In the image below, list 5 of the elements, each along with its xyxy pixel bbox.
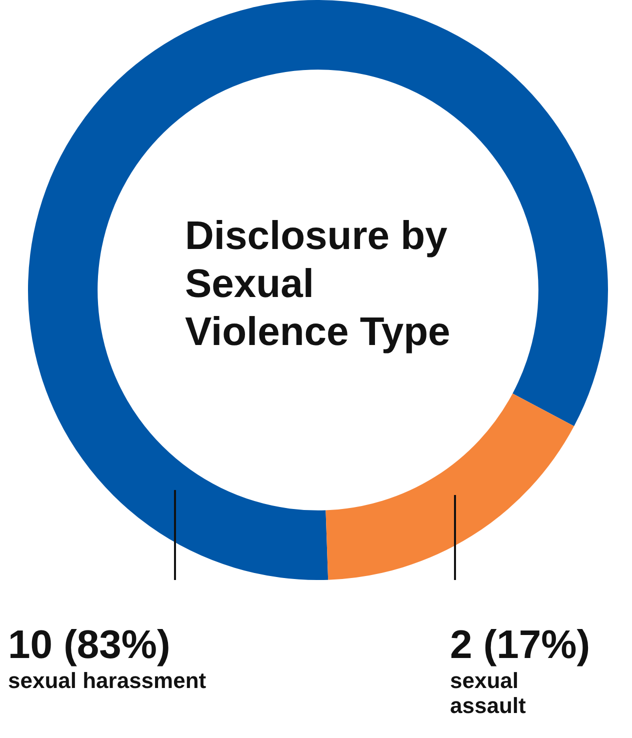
data-label: 2 (17%) xyxy=(450,623,590,667)
slice-label: sexual harassment xyxy=(8,668,208,693)
data-label: 10 (83%) xyxy=(8,623,170,667)
text: Disclosure by Sexual Violence Type xyxy=(185,213,452,356)
slice-label: sexual assault xyxy=(450,668,527,718)
